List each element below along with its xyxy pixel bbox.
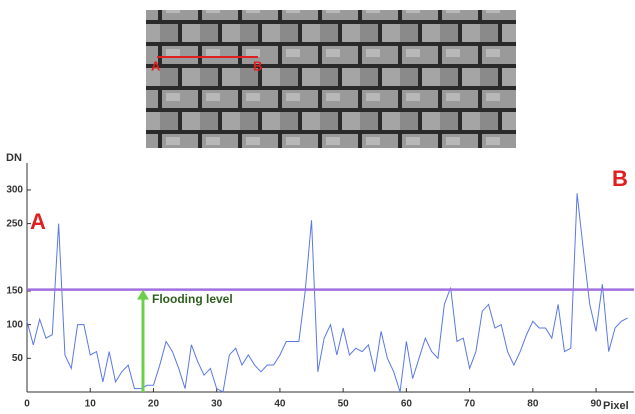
x-tick-label: 60: [401, 399, 413, 410]
data-line: [27, 193, 628, 392]
y-tick-label: 50: [12, 353, 24, 364]
flood-label: Flooding level: [152, 292, 233, 306]
x-tick-label: 70: [464, 399, 476, 410]
image-label-b: B: [253, 58, 262, 73]
y-tick-label: 150: [6, 286, 23, 297]
x-tick-label: 30: [211, 399, 223, 410]
flood-arrowhead: [137, 290, 149, 300]
x-tick-label: 10: [85, 399, 97, 410]
x-tick-label: 90: [591, 399, 603, 410]
y-tick-label: 250: [6, 218, 23, 229]
y-tick-label: 100: [6, 319, 23, 330]
y-axis-label: DN: [6, 152, 22, 164]
x-tick-label: 40: [274, 399, 286, 410]
x-tick-label: 0: [24, 399, 30, 410]
figure: A B DN Pixel A B Flooding level 50100150…: [0, 0, 635, 414]
wall-image: [146, 10, 516, 148]
label-a: A: [30, 209, 46, 234]
image-label-a: A: [151, 58, 161, 73]
x-tick-label: 80: [527, 399, 539, 410]
label-b: B: [612, 166, 628, 191]
x-axis-label: Pixel: [603, 400, 629, 412]
y-tick-label: 300: [6, 185, 23, 196]
x-tick-label: 50: [338, 399, 350, 410]
x-tick-label: 20: [148, 399, 160, 410]
